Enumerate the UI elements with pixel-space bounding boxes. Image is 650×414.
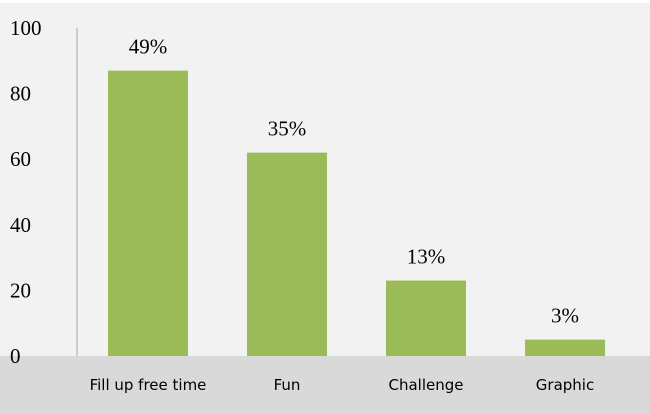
y-axis-ticks: 0 20 40 60 80 100: [10, 16, 42, 368]
data-label-1: 35%: [268, 117, 307, 141]
bar-0: [108, 70, 188, 356]
y-tick-label-20: 20: [10, 278, 31, 302]
data-labels: 49% 35% 13% 3%: [129, 35, 579, 328]
y-tick-label-100: 100: [10, 16, 42, 40]
y-tick-label-60: 60: [10, 147, 31, 171]
bar-3: [525, 339, 605, 356]
category-label-1: Fun: [274, 376, 301, 394]
bar-2: [386, 280, 466, 356]
category-label-2: Challenge: [389, 376, 464, 394]
data-label-2: 13%: [407, 245, 446, 269]
y-tick-label-40: 40: [10, 213, 31, 237]
y-tick-label-80: 80: [10, 82, 31, 106]
category-labels: Fill up free time Fun Challenge Graphic: [90, 376, 595, 394]
bar-1: [247, 152, 327, 356]
bars: [108, 70, 605, 356]
data-label-3: 3%: [551, 304, 579, 328]
y-tick-label-0: 0: [10, 344, 21, 368]
data-label-0: 49%: [129, 35, 168, 59]
category-label-0: Fill up free time: [90, 376, 207, 394]
category-label-3: Graphic: [536, 376, 594, 394]
category-band: [0, 356, 650, 414]
